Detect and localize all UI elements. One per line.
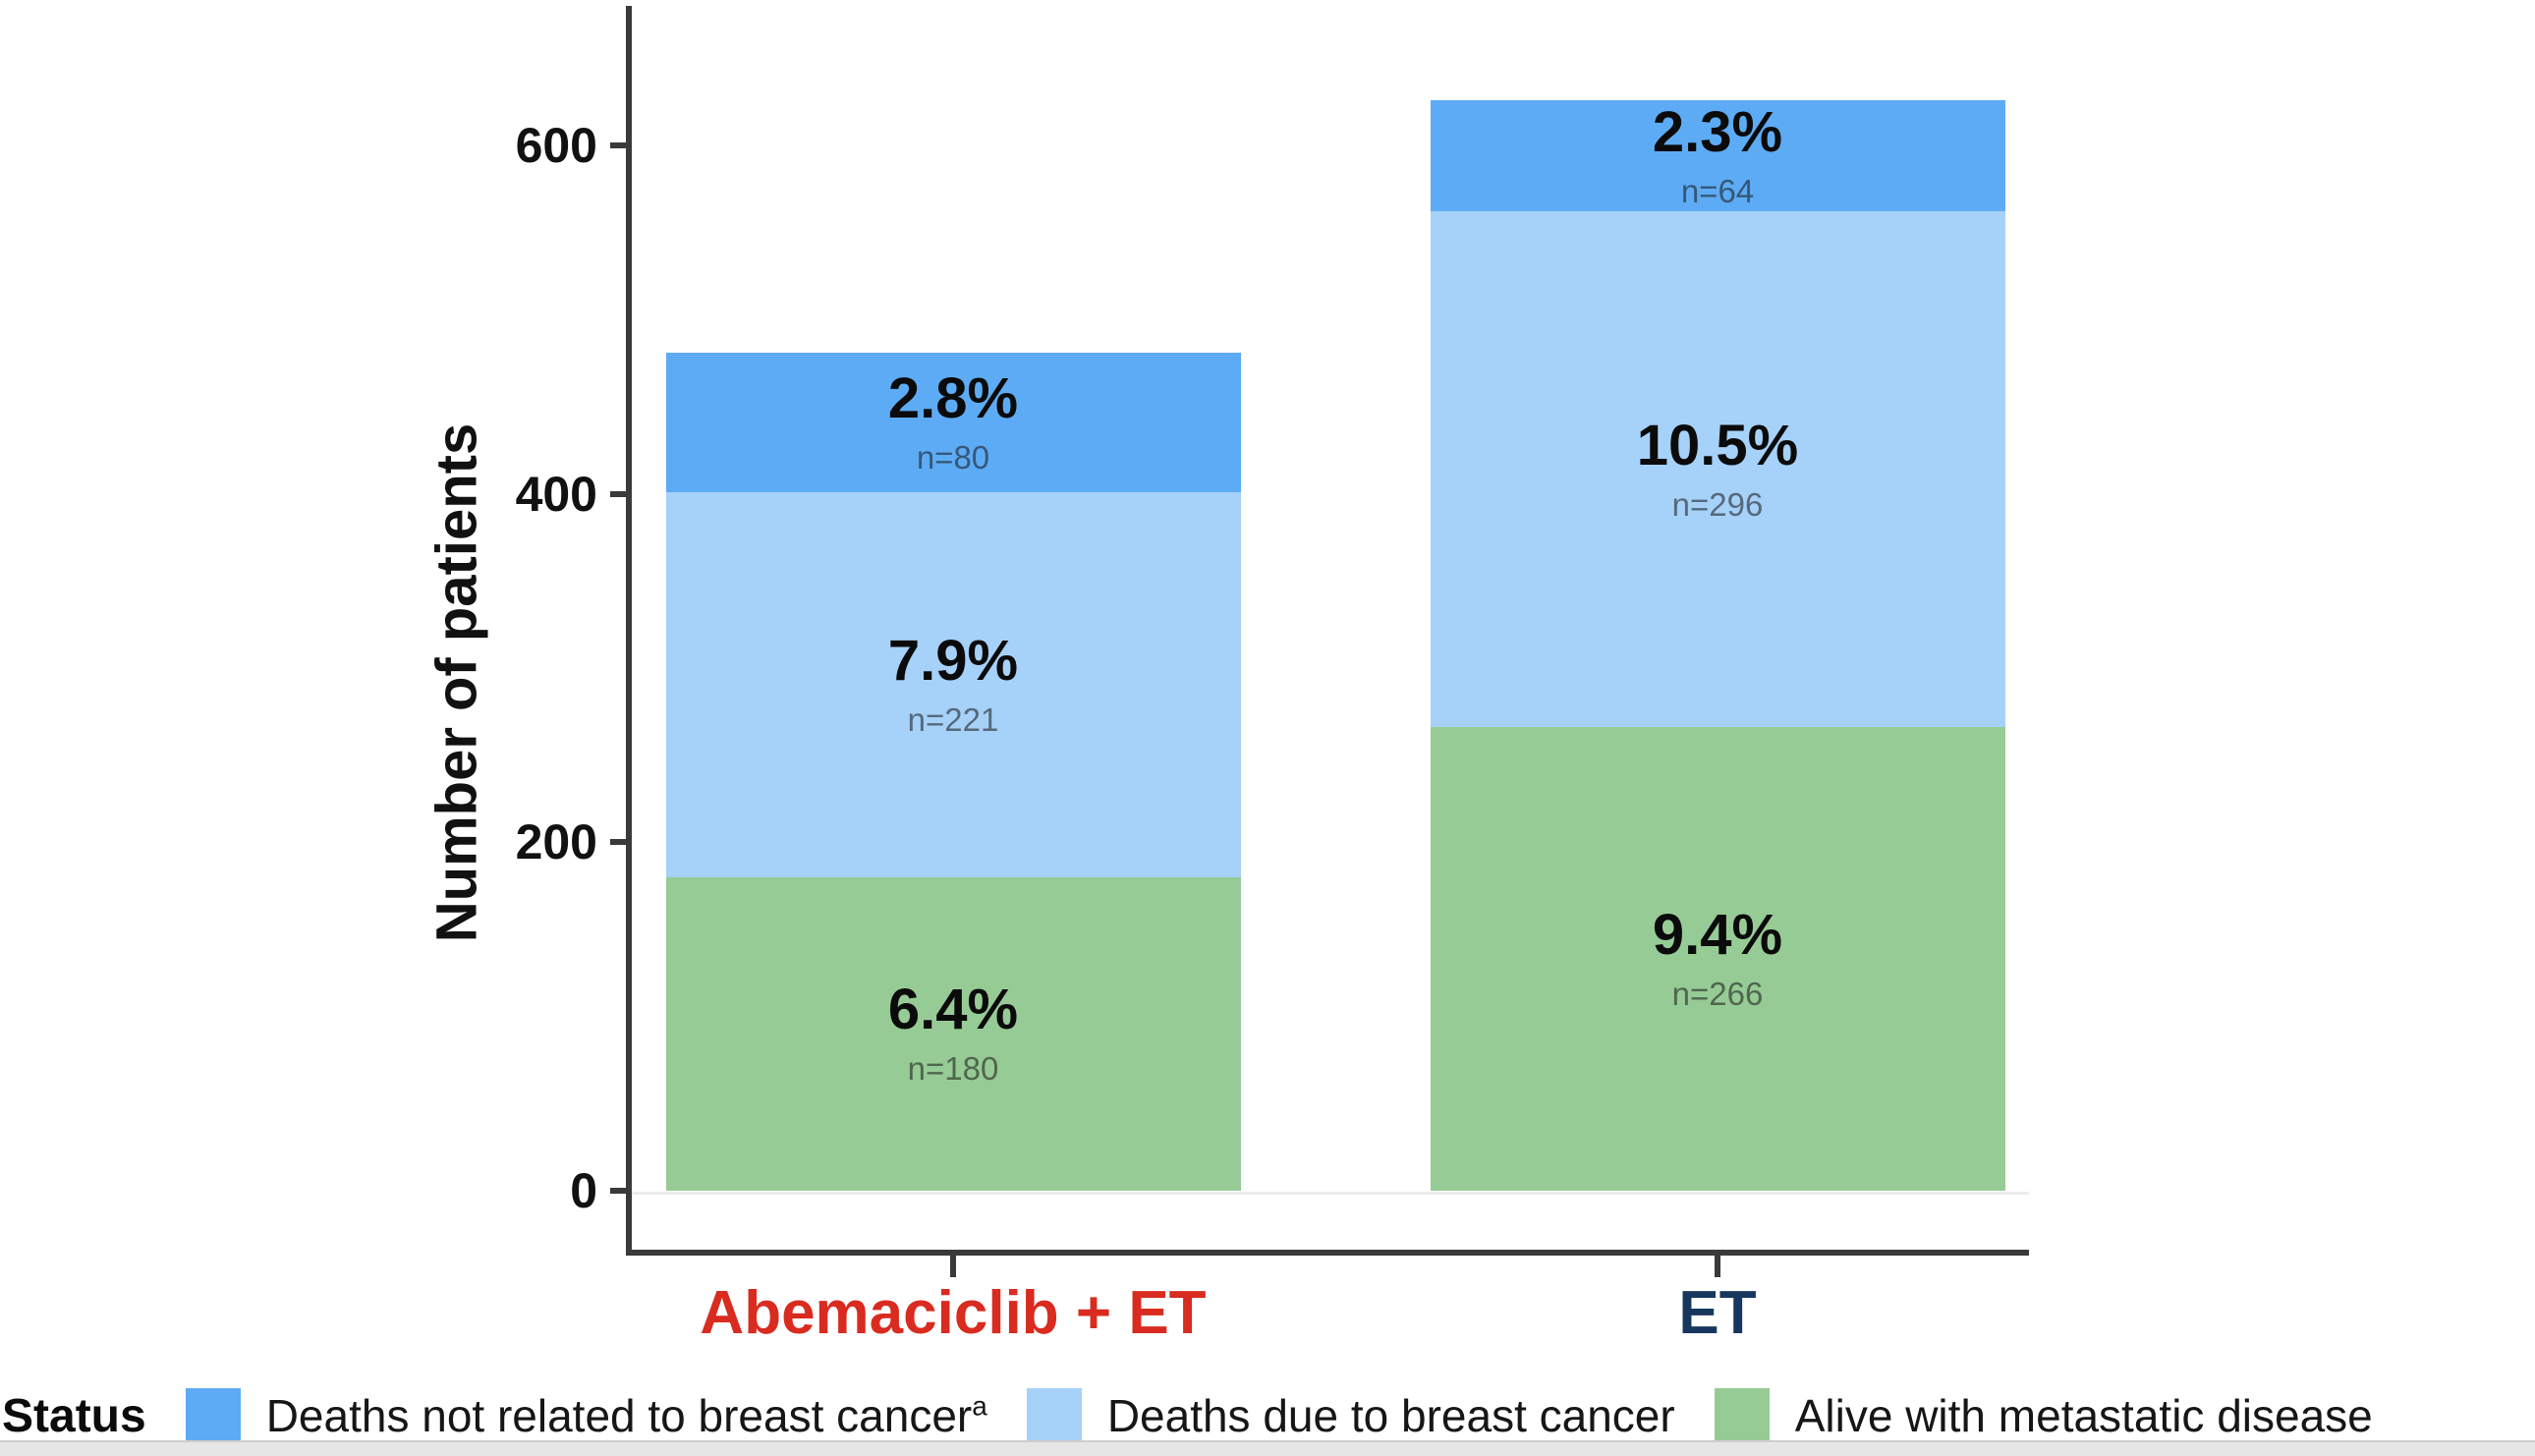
legend-item: Deaths not related to breast cancera — [185, 1388, 987, 1443]
legend-item: Alive with metastatic disease — [1714, 1388, 2373, 1443]
legend: Status Deaths not related to breast canc… — [0, 1381, 2535, 1450]
segment-n-label: n=80 — [916, 438, 990, 476]
segment-n-label: n=221 — [907, 700, 999, 738]
y-tick-label: 200 — [515, 814, 597, 870]
segment-percent-label: 7.9% — [887, 628, 1019, 693]
segment-labels: 10.5% n=296 — [1431, 211, 2005, 727]
legend-label: Alive with metastatic disease — [1794, 1390, 2373, 1441]
segment-labels: 9.4% n=266 — [1431, 727, 2005, 1191]
x-axis-line — [626, 1250, 2029, 1256]
segment-labels: 7.9% n=221 — [666, 492, 1241, 877]
legend-swatch — [1714, 1388, 1770, 1443]
zero-gridline — [632, 1192, 2029, 1195]
bar-segment: 10.5% n=296 — [1430, 211, 2005, 728]
y-tick-label: 400 — [515, 466, 597, 522]
legend-label-superscript: a — [972, 1390, 987, 1422]
legend-title: Status — [2, 1389, 146, 1442]
x-category-label: ET — [1678, 1279, 1757, 1347]
bar-segment: 2.3% n=64 — [1430, 99, 2005, 212]
segment-n-label: n=296 — [1671, 485, 1764, 523]
segment-labels: 2.8% n=80 — [666, 353, 1241, 492]
segment-labels: 6.4% n=180 — [666, 877, 1241, 1191]
y-tick-mark — [610, 1188, 632, 1194]
x-tick-mark — [1715, 1256, 1720, 1277]
segment-percent-label: 9.4% — [1652, 903, 1783, 968]
bar-segment: 9.4% n=266 — [1430, 727, 2005, 1191]
legend-label: Deaths due to breast cancer — [1106, 1390, 1675, 1441]
legend-items: Deaths not related to breast cancera Deat… — [185, 1388, 2412, 1443]
x-tick-mark — [950, 1256, 956, 1277]
legend-item: Deaths due to breast cancer — [1026, 1388, 1675, 1443]
segment-percent-label: 2.3% — [1652, 99, 1783, 164]
segment-percent-label: 10.5% — [1636, 413, 1799, 477]
x-category-label: Abemaciclib + ET — [700, 1279, 1207, 1347]
legend-label: Deaths not related to breast cancera — [265, 1390, 987, 1441]
y-tick-mark — [610, 490, 632, 497]
y-tick-mark — [610, 142, 632, 149]
bar-segment: 7.9% n=221 — [665, 491, 1241, 877]
y-tick-label: 0 — [570, 1163, 597, 1218]
segment-n-label: n=266 — [1671, 976, 1764, 1013]
y-axis-line — [626, 6, 632, 1256]
segment-labels: 2.3% n=64 — [1431, 100, 2005, 211]
segment-percent-label: 6.4% — [887, 978, 1019, 1042]
segment-percent-label: 2.8% — [887, 365, 1019, 430]
bottom-gray-strip — [0, 1440, 2535, 1456]
legend-swatch — [1026, 1388, 1082, 1443]
bar-segment: 2.8% n=80 — [665, 353, 1241, 492]
bar-segment: 6.4% n=180 — [665, 876, 1241, 1191]
segment-n-label: n=180 — [907, 1050, 999, 1088]
legend-swatch — [185, 1388, 241, 1443]
y-tick-mark — [610, 839, 632, 846]
y-tick-label: 600 — [515, 118, 597, 174]
segment-n-label: n=64 — [1680, 172, 1755, 209]
